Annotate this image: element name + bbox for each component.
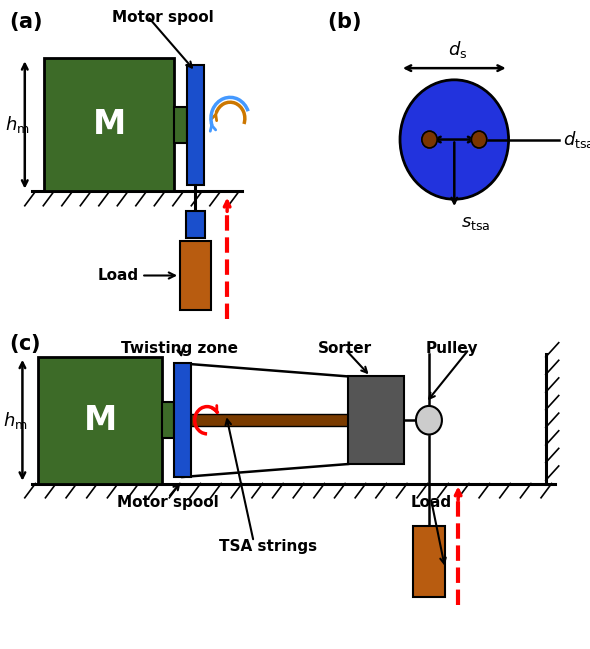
Bar [186, 211, 205, 238]
Text: Load: Load [410, 495, 451, 510]
Text: Twisting zone: Twisting zone [122, 341, 238, 356]
Bar [187, 65, 204, 185]
Text: M: M [84, 404, 117, 437]
Bar [174, 107, 187, 143]
Circle shape [422, 131, 437, 148]
Bar [44, 58, 174, 191]
Text: Pulley: Pulley [425, 341, 478, 356]
Text: Sorter: Sorter [318, 341, 372, 356]
Text: $\mathbf{(c)}$: $\mathbf{(c)}$ [9, 332, 41, 355]
Text: Motor spool: Motor spool [112, 10, 214, 25]
Text: M: M [93, 108, 126, 141]
Text: $\mathbf{(b)}$: $\mathbf{(b)}$ [327, 10, 362, 32]
Text: $h_{\rm m}$: $h_{\rm m}$ [5, 114, 30, 136]
Text: $d_{\rm s}$: $d_{\rm s}$ [448, 40, 467, 60]
Bar [162, 402, 174, 438]
Bar [38, 357, 162, 484]
Circle shape [471, 131, 487, 148]
Text: $s_{\rm tsa}$: $s_{\rm tsa}$ [461, 214, 491, 232]
Text: Load: Load [97, 268, 175, 283]
Circle shape [416, 406, 442, 435]
Bar [348, 376, 404, 464]
Text: $d_{\rm tsa}$: $d_{\rm tsa}$ [563, 129, 590, 150]
Bar [412, 526, 445, 597]
Text: Motor spool: Motor spool [117, 495, 219, 510]
Text: $h_{\rm m}$: $h_{\rm m}$ [3, 410, 28, 431]
Bar [174, 363, 191, 477]
Text: $\mathbf{(a)}$: $\mathbf{(a)}$ [9, 10, 42, 32]
Bar [191, 414, 363, 426]
Circle shape [400, 80, 509, 199]
Bar [180, 241, 211, 310]
Text: TSA strings: TSA strings [219, 539, 317, 554]
